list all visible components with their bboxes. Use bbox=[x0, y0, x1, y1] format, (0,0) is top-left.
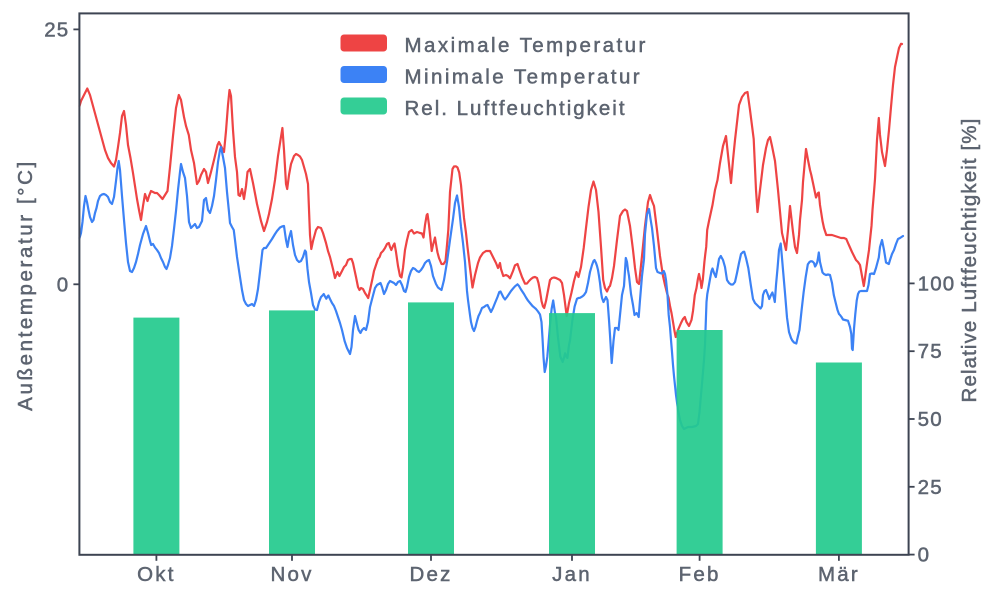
svg-text:25: 25 bbox=[918, 476, 943, 499]
svg-text:0: 0 bbox=[918, 544, 931, 567]
svg-text:Mär: Mär bbox=[818, 563, 860, 586]
svg-text:Feb: Feb bbox=[679, 563, 721, 586]
svg-text:Minimale Temperatur: Minimale Temperatur bbox=[405, 65, 643, 88]
svg-text:Maximale Temperatur: Maximale Temperatur bbox=[405, 34, 648, 57]
svg-text:Außentemperatur [°C]: Außentemperatur [°C] bbox=[14, 159, 37, 411]
svg-text:50: 50 bbox=[918, 408, 943, 431]
svg-text:Okt: Okt bbox=[137, 563, 176, 586]
svg-text:Nov: Nov bbox=[270, 563, 313, 586]
svg-text:75: 75 bbox=[918, 340, 943, 363]
svg-text:Jan: Jan bbox=[552, 563, 592, 586]
svg-text:25: 25 bbox=[44, 18, 69, 41]
svg-text:Rel. Luftfeuchtigkeit: Rel. Luftfeuchtigkeit bbox=[405, 97, 627, 120]
svg-text:0: 0 bbox=[57, 273, 70, 296]
svg-text:100: 100 bbox=[918, 272, 956, 295]
svg-text:Dez: Dez bbox=[409, 563, 452, 586]
svg-text:Relative Luftfeuchtigkeit [%]: Relative Luftfeuchtigkeit [%] bbox=[958, 118, 981, 403]
